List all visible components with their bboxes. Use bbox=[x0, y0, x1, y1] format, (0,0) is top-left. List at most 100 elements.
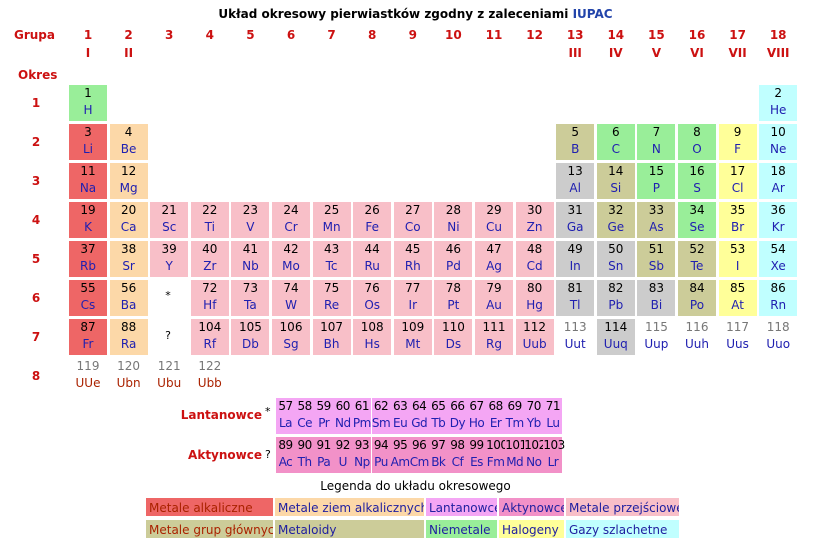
element-Cs[interactable]: 55 Cs bbox=[69, 280, 107, 316]
element-Tc[interactable]: 43 Tc bbox=[312, 241, 351, 277]
element-Se[interactable]: 34 Se bbox=[678, 202, 716, 238]
element-He[interactable]: 2 He bbox=[759, 85, 798, 121]
element-Bh[interactable]: 107 Bh bbox=[312, 319, 351, 355]
element-Kr[interactable]: 36 Kr bbox=[759, 202, 798, 238]
element-Cd[interactable]: 48 Cd bbox=[515, 241, 554, 277]
lanthanide-Nd[interactable]: 60 Nd bbox=[333, 398, 353, 434]
element-UUe[interactable]: 119 UUe bbox=[69, 358, 107, 394]
element-Ag[interactable]: 47 Ag bbox=[475, 241, 513, 277]
element-Li[interactable]: 3 Li bbox=[69, 124, 107, 160]
element-Uuo[interactable]: 118 Uuo bbox=[759, 319, 798, 355]
lanthanide-Dy[interactable]: 66 Dy bbox=[447, 398, 467, 434]
element-Tl[interactable]: 81 Tl bbox=[556, 280, 595, 316]
lanthanide-Sm[interactable]: 62 Sm bbox=[371, 398, 391, 434]
actinide-Fm[interactable]: 100 Fm bbox=[486, 437, 508, 473]
element-V[interactable]: 23 V bbox=[231, 202, 270, 238]
element-Mn[interactable]: 25 Mn bbox=[312, 202, 351, 238]
lanthanide-Pm[interactable]: 61 Pm bbox=[352, 398, 372, 434]
element-Pd[interactable]: 46 Pd bbox=[434, 241, 473, 277]
lanthanide-Pr[interactable]: 59 Pr bbox=[314, 398, 334, 434]
lanthanide-Ho[interactable]: 67 Ho bbox=[467, 398, 486, 434]
element-Mg[interactable]: 12 Mg bbox=[109, 163, 148, 199]
element-Be[interactable]: 4 Be bbox=[109, 124, 148, 160]
element-Ubb[interactable]: 122 Ubb bbox=[190, 358, 229, 394]
element-At[interactable]: 85 At bbox=[718, 280, 757, 316]
element-Ba[interactable]: 56 Ba bbox=[109, 280, 148, 316]
element-Ni[interactable]: 28 Ni bbox=[434, 202, 473, 238]
element-Ar[interactable]: 18 Ar bbox=[759, 163, 798, 199]
element-Cr[interactable]: 24 Cr bbox=[272, 202, 310, 238]
actinide-Cm[interactable]: 96 Cm bbox=[409, 437, 429, 473]
element-I[interactable]: 53 I bbox=[718, 241, 757, 277]
element-Al[interactable]: 13 Al bbox=[556, 163, 595, 199]
element-Uus[interactable]: 117 Uus bbox=[718, 319, 757, 355]
lanthanide-Tm[interactable]: 69 Tm bbox=[505, 398, 524, 434]
actinide-Es[interactable]: 99 Es bbox=[467, 437, 486, 473]
element-Te[interactable]: 52 Te bbox=[678, 241, 716, 277]
element-Uup[interactable]: 115 Uup bbox=[637, 319, 676, 355]
element-Po[interactable]: 84 Po bbox=[678, 280, 716, 316]
element-Bi[interactable]: 83 Bi bbox=[637, 280, 676, 316]
element-Fe[interactable]: 26 Fe bbox=[353, 202, 392, 238]
element-Pb[interactable]: 82 Pb bbox=[596, 280, 635, 316]
element-Sn[interactable]: 50 Sn bbox=[596, 241, 635, 277]
element-Na[interactable]: 11 Na bbox=[69, 163, 107, 199]
actinide-Bk[interactable]: 97 Bk bbox=[428, 437, 448, 473]
element-Uub[interactable]: 112 Uub bbox=[515, 319, 554, 355]
element-Os[interactable]: 76 Os bbox=[353, 280, 392, 316]
element-Xe[interactable]: 54 Xe bbox=[759, 241, 798, 277]
element-Rg[interactable]: 111 Rg bbox=[475, 319, 513, 355]
element-Rf[interactable]: 104 Rf bbox=[190, 319, 229, 355]
element-Sr[interactable]: 38 Sr bbox=[109, 241, 148, 277]
element-Re[interactable]: 75 Re bbox=[312, 280, 351, 316]
element-Y[interactable]: 39 Y bbox=[150, 241, 189, 277]
element-Co[interactable]: 27 Co bbox=[393, 202, 432, 238]
element-P[interactable]: 15 P bbox=[637, 163, 676, 199]
element-In[interactable]: 49 In bbox=[556, 241, 595, 277]
element-Sc[interactable]: 21 Sc bbox=[150, 202, 189, 238]
element-Zn[interactable]: 30 Zn bbox=[515, 202, 554, 238]
element-K[interactable]: 19 K bbox=[69, 202, 107, 238]
element-Ca[interactable]: 20 Ca bbox=[109, 202, 148, 238]
element-As[interactable]: 33 As bbox=[637, 202, 676, 238]
element-Hs[interactable]: 108 Hs bbox=[353, 319, 392, 355]
actinide-Am[interactable]: 95 Am bbox=[390, 437, 410, 473]
actinide-Pa[interactable]: 91 Pa bbox=[314, 437, 334, 473]
element-Sb[interactable]: 51 Sb bbox=[637, 241, 676, 277]
element-W[interactable]: 74 W bbox=[272, 280, 310, 316]
element-Pt[interactable]: 78 Pt bbox=[434, 280, 473, 316]
element-Zr[interactable]: 40 Zr bbox=[190, 241, 229, 277]
element-Ti[interactable]: 22 Ti bbox=[190, 202, 229, 238]
actinide-No[interactable]: 102 No bbox=[524, 437, 546, 473]
element-Ga[interactable]: 31 Ga bbox=[556, 202, 595, 238]
actinide-Md[interactable]: 101 Md bbox=[505, 437, 527, 473]
element-Uut[interactable]: 113 Uut bbox=[556, 319, 595, 355]
element-Rh[interactable]: 45 Rh bbox=[393, 241, 432, 277]
element-Rn[interactable]: 86 Rn bbox=[759, 280, 798, 316]
element-S[interactable]: 16 S bbox=[678, 163, 716, 199]
element-Ubn[interactable]: 120 Ubn bbox=[109, 358, 148, 394]
element-Ubu[interactable]: 121 Ubu bbox=[150, 358, 189, 394]
lanthanide-Lu[interactable]: 71 Lu bbox=[543, 398, 563, 434]
element-Ds[interactable]: 110 Ds bbox=[434, 319, 473, 355]
element-Mt[interactable]: 109 Mt bbox=[393, 319, 432, 355]
element-Hg[interactable]: 80 Hg bbox=[515, 280, 554, 316]
element-Ge[interactable]: 32 Ge bbox=[596, 202, 635, 238]
actinide-U[interactable]: 92 U bbox=[333, 437, 353, 473]
actinide-Ac[interactable]: 89 Ac bbox=[276, 437, 295, 473]
element-Ta[interactable]: 73 Ta bbox=[231, 280, 270, 316]
element-Rb[interactable]: 37 Rb bbox=[69, 241, 107, 277]
element-Mo[interactable]: 42 Mo bbox=[272, 241, 310, 277]
element-Cl[interactable]: 17 Cl bbox=[718, 163, 757, 199]
lanthanide-La[interactable]: 57 La bbox=[276, 398, 295, 434]
element-Nb[interactable]: 41 Nb bbox=[231, 241, 270, 277]
lanthanide-Ce[interactable]: 58 Ce bbox=[295, 398, 315, 434]
element-Br[interactable]: 35 Br bbox=[718, 202, 757, 238]
element-Si[interactable]: 14 Si bbox=[596, 163, 635, 199]
element-Uuq[interactable]: 114 Uuq bbox=[596, 319, 635, 355]
element-Fr[interactable]: 87 Fr bbox=[69, 319, 107, 355]
